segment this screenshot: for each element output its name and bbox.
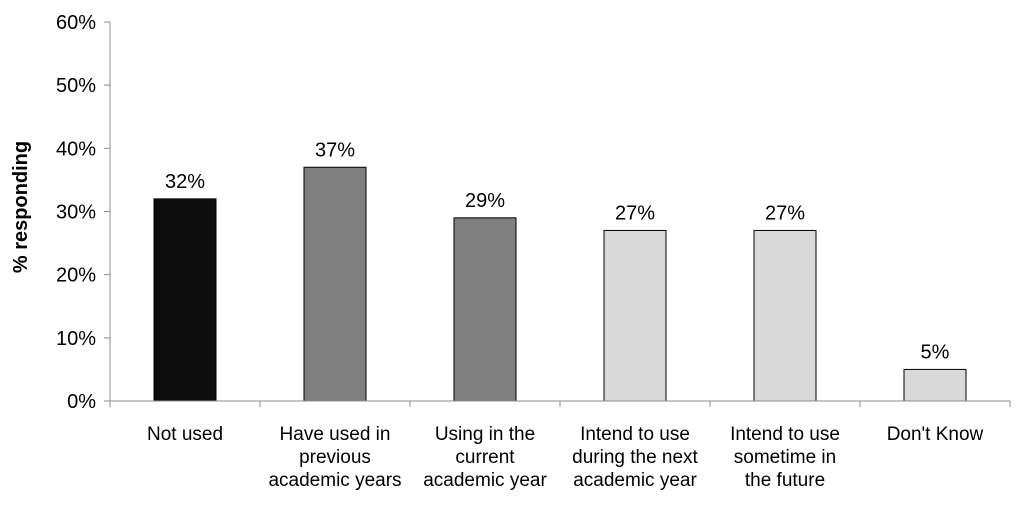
y-tick-label: 50% xyxy=(56,75,96,97)
bar xyxy=(903,368,967,402)
bar-value-label: 27% xyxy=(765,202,805,224)
bar-value-label: 32% xyxy=(165,171,205,193)
x-category-label: Don't Know xyxy=(887,424,984,445)
y-axis-ticks: 0% 10% 20% 30% 40% 50% 60% xyxy=(56,12,110,413)
x-category-label: Intend to use during the next academic yea… xyxy=(572,424,698,491)
y-axis-title: % responding xyxy=(10,141,32,273)
data-labels: 32% 37% 29% 27% 27% 5% xyxy=(165,139,950,363)
bar xyxy=(453,217,517,402)
bar-value-label: 27% xyxy=(615,202,655,224)
y-tick-label: 60% xyxy=(56,12,96,34)
y-tick-label: 20% xyxy=(56,265,96,287)
y-tick-label: 0% xyxy=(67,391,96,413)
x-category-label: Intend to use sometime in the future xyxy=(730,424,840,491)
bars xyxy=(153,166,967,402)
bar xyxy=(603,229,667,402)
y-tick-label: 30% xyxy=(56,202,96,224)
y-tick-label: 10% xyxy=(56,328,96,350)
x-category-label: Have used in previous academic years xyxy=(268,424,401,491)
bar-value-label: 37% xyxy=(315,139,355,161)
x-category-label: Using in the current academic year xyxy=(423,424,547,491)
y-tick-label: 40% xyxy=(56,138,96,160)
bar-value-label: 29% xyxy=(465,190,505,212)
bar xyxy=(303,166,367,402)
bar-value-label: 5% xyxy=(921,341,950,363)
axes xyxy=(109,22,1011,407)
x-category-label: Not used xyxy=(147,424,223,445)
category-labels: Not used Have used in previous academic yea… xyxy=(147,424,984,491)
bar xyxy=(153,198,217,402)
bar xyxy=(753,229,817,402)
